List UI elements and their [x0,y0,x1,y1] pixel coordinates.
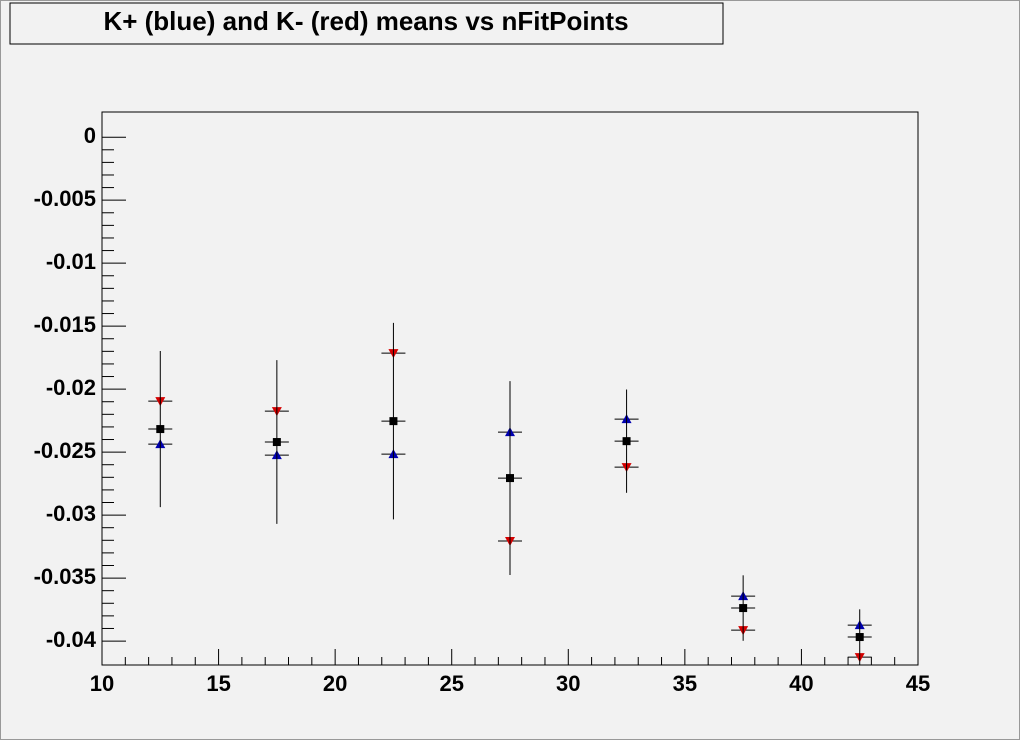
point [389,417,398,426]
x-tick-label: 10 [90,671,114,696]
x-tick-label: 30 [556,671,580,696]
point [855,633,864,642]
y-tick-label: -0.035 [34,564,96,589]
x-tick-label: 15 [206,671,230,696]
y-tick-label: -0.015 [34,312,96,337]
point [272,438,281,447]
x-tick-label: 45 [906,671,930,696]
point [506,474,514,483]
y-tick-label: -0.02 [46,375,96,400]
y-tick-label: -0.01 [46,249,96,274]
y-tick-label: -0.04 [46,627,97,652]
x-tick-label: 35 [673,671,697,696]
chart-title: K+ (blue) and K- (red) means vs nFitPoin… [103,6,628,36]
x-tick-label: 40 [789,671,813,696]
y-tick-label: 0 [84,123,96,148]
y-tick-label: -0.03 [46,501,96,526]
point [156,425,165,434]
x-tick-label: 20 [323,671,347,696]
x-tick-label: 25 [439,671,463,696]
point [622,437,631,446]
title-box [9,2,724,45]
point [739,604,748,613]
y-tick-label: -0.005 [34,186,96,211]
y-tick-label: -0.025 [34,438,96,463]
